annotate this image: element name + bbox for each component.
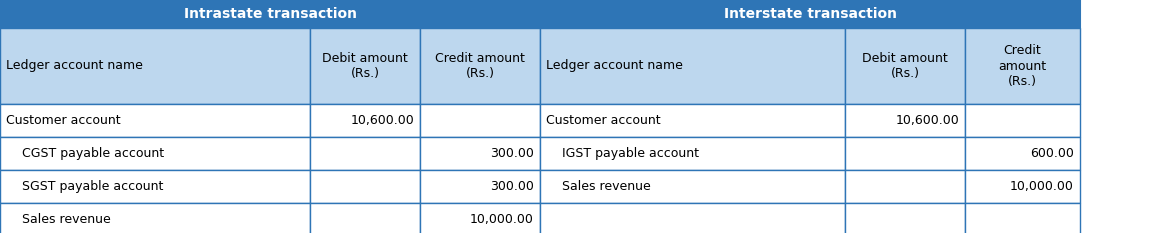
Bar: [310, 104, 420, 137]
Bar: [0, 0, 540, 28]
Bar: [845, 170, 965, 203]
Text: 10,600.00: 10,600.00: [350, 114, 414, 127]
Text: 10,600.00: 10,600.00: [895, 114, 959, 127]
Bar: [845, 203, 965, 233]
Bar: [845, 28, 965, 104]
Text: Debit amount
(Rs.): Debit amount (Rs.): [862, 52, 948, 80]
Text: Credit amount
(Rs.): Credit amount (Rs.): [435, 52, 525, 80]
Text: Customer account: Customer account: [6, 114, 120, 127]
Bar: [965, 203, 1079, 233]
Bar: [420, 203, 540, 233]
Bar: [0, 203, 310, 233]
Bar: [540, 203, 845, 233]
Bar: [540, 28, 845, 104]
Bar: [540, 104, 845, 137]
Bar: [540, 137, 845, 170]
Text: CGST payable account: CGST payable account: [6, 147, 165, 160]
Bar: [310, 170, 420, 203]
Bar: [540, 170, 845, 203]
Text: Customer account: Customer account: [546, 114, 661, 127]
Bar: [965, 104, 1079, 137]
Text: Ledger account name: Ledger account name: [6, 59, 142, 72]
Text: Debit amount
(Rs.): Debit amount (Rs.): [322, 52, 408, 80]
Text: Intrastate transaction: Intrastate transaction: [183, 7, 356, 21]
Text: Ledger account name: Ledger account name: [546, 59, 683, 72]
Text: 600.00: 600.00: [1030, 147, 1074, 160]
Bar: [310, 203, 420, 233]
Bar: [965, 170, 1079, 203]
Text: SGST payable account: SGST payable account: [6, 180, 163, 193]
Text: IGST payable account: IGST payable account: [546, 147, 699, 160]
Text: 300.00: 300.00: [490, 147, 534, 160]
Text: 10,000.00: 10,000.00: [1011, 180, 1074, 193]
Bar: [310, 28, 420, 104]
Bar: [310, 137, 420, 170]
Bar: [965, 28, 1079, 104]
Bar: [965, 137, 1079, 170]
Bar: [420, 137, 540, 170]
Text: 300.00: 300.00: [490, 180, 534, 193]
Bar: [420, 104, 540, 137]
Bar: [0, 170, 310, 203]
Bar: [540, 0, 1079, 28]
Bar: [0, 104, 310, 137]
Bar: [420, 28, 540, 104]
Bar: [0, 137, 310, 170]
Bar: [845, 137, 965, 170]
Bar: [0, 28, 310, 104]
Text: Sales revenue: Sales revenue: [546, 180, 651, 193]
Bar: [420, 170, 540, 203]
Text: 10,000.00: 10,000.00: [470, 213, 534, 226]
Text: Sales revenue: Sales revenue: [6, 213, 111, 226]
Text: Credit
amount
(Rs.): Credit amount (Rs.): [999, 45, 1047, 88]
Bar: [845, 104, 965, 137]
Text: Interstate transaction: Interstate transaction: [724, 7, 896, 21]
